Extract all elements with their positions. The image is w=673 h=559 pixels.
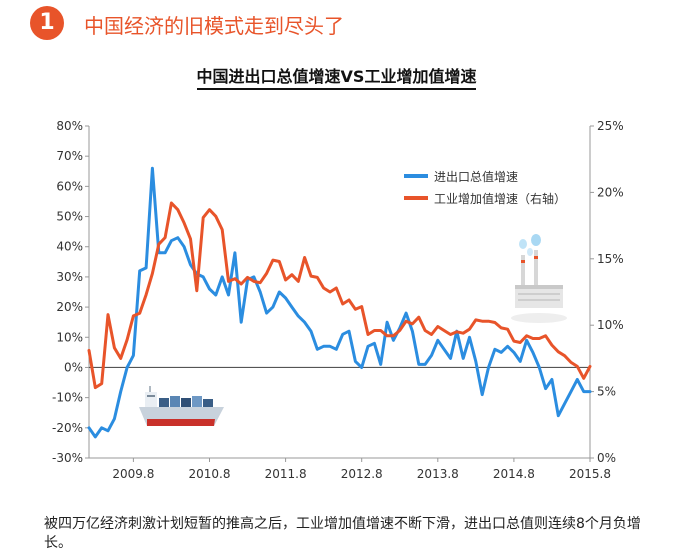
right-y-tick-label: 0%	[597, 451, 616, 465]
right-y-tick-label: 5%	[597, 385, 616, 399]
left-y-tick-label: 50%	[56, 210, 83, 224]
right-y-tick-label: 20%	[597, 185, 624, 199]
chart-title-wrap: 中国进出口总值增速VS工业增加值增速	[0, 63, 673, 90]
series-line-1	[87, 166, 592, 439]
left-y-tick-label: 70%	[56, 149, 83, 163]
right-y-tick-label: 15%	[597, 252, 624, 266]
legend-label-1: 进出口总值增速	[434, 169, 518, 184]
chart-title: 中国进出口总值增速VS工业增加值增速	[196, 67, 477, 90]
right-y-tick-label: 10%	[597, 318, 624, 332]
left-y-tick-label: 80%	[56, 119, 83, 133]
factory-icon	[511, 234, 567, 323]
x-tick-label: 2015.8	[569, 467, 611, 481]
series-line-2	[87, 201, 592, 390]
left-y-tick-label: 40%	[56, 240, 83, 254]
left-y-tick-label: -30%	[52, 451, 83, 465]
right-y-tick-label: 25%	[597, 119, 624, 133]
legend-label-2: 工业增加值增速（右轴）	[434, 191, 566, 206]
left-y-tick-label: -20%	[52, 421, 83, 435]
left-y-tick-label: -10%	[52, 391, 83, 405]
x-tick-label: 2012.8	[341, 467, 383, 481]
left-y-tick-label: 10%	[56, 330, 83, 344]
x-tick-label: 2009.8	[112, 467, 154, 481]
left-y-tick-label: 60%	[56, 179, 83, 193]
section-number-badge: 1	[30, 6, 64, 40]
x-tick-label: 2013.8	[417, 467, 459, 481]
left-y-tick-label: 20%	[56, 300, 83, 314]
left-y-tick-label: 0%	[64, 360, 83, 374]
dual-axis-line-chart: 80% 70% 60% 50% 40% 30% 20% 10% 0% -10% -20% -30% 25…	[52, 119, 624, 481]
headline: 中国经济的旧模式走到尽头了	[84, 14, 344, 38]
x-tick-label: 2010.8	[188, 467, 230, 481]
left-y-tick-label: 30%	[56, 270, 83, 284]
x-tick-label: 2014.8	[493, 467, 535, 481]
cargo-ship-icon	[139, 386, 224, 426]
caption-text: 被四万亿经济刺激计划短暂的推高之后，工业增加值增速不断下滑，进出口总值则连续8个…	[44, 516, 641, 551]
x-tick-label: 2011.8	[265, 467, 307, 481]
